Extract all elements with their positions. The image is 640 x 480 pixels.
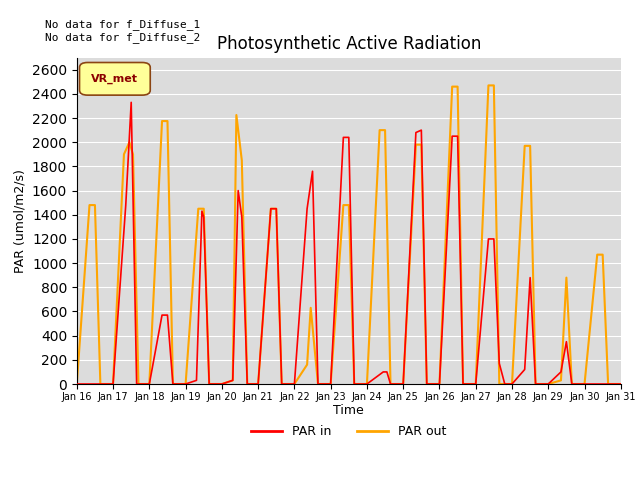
FancyBboxPatch shape: [79, 62, 150, 95]
Legend: PAR in, PAR out: PAR in, PAR out: [246, 420, 451, 443]
Text: VR_met: VR_met: [92, 74, 138, 84]
X-axis label: Time: Time: [333, 405, 364, 418]
Title: Photosynthetic Active Radiation: Photosynthetic Active Radiation: [216, 35, 481, 53]
Y-axis label: PAR (umol/m2/s): PAR (umol/m2/s): [13, 169, 26, 273]
Text: No data for f_Diffuse_1
No data for f_Diffuse_2: No data for f_Diffuse_1 No data for f_Di…: [45, 19, 200, 43]
